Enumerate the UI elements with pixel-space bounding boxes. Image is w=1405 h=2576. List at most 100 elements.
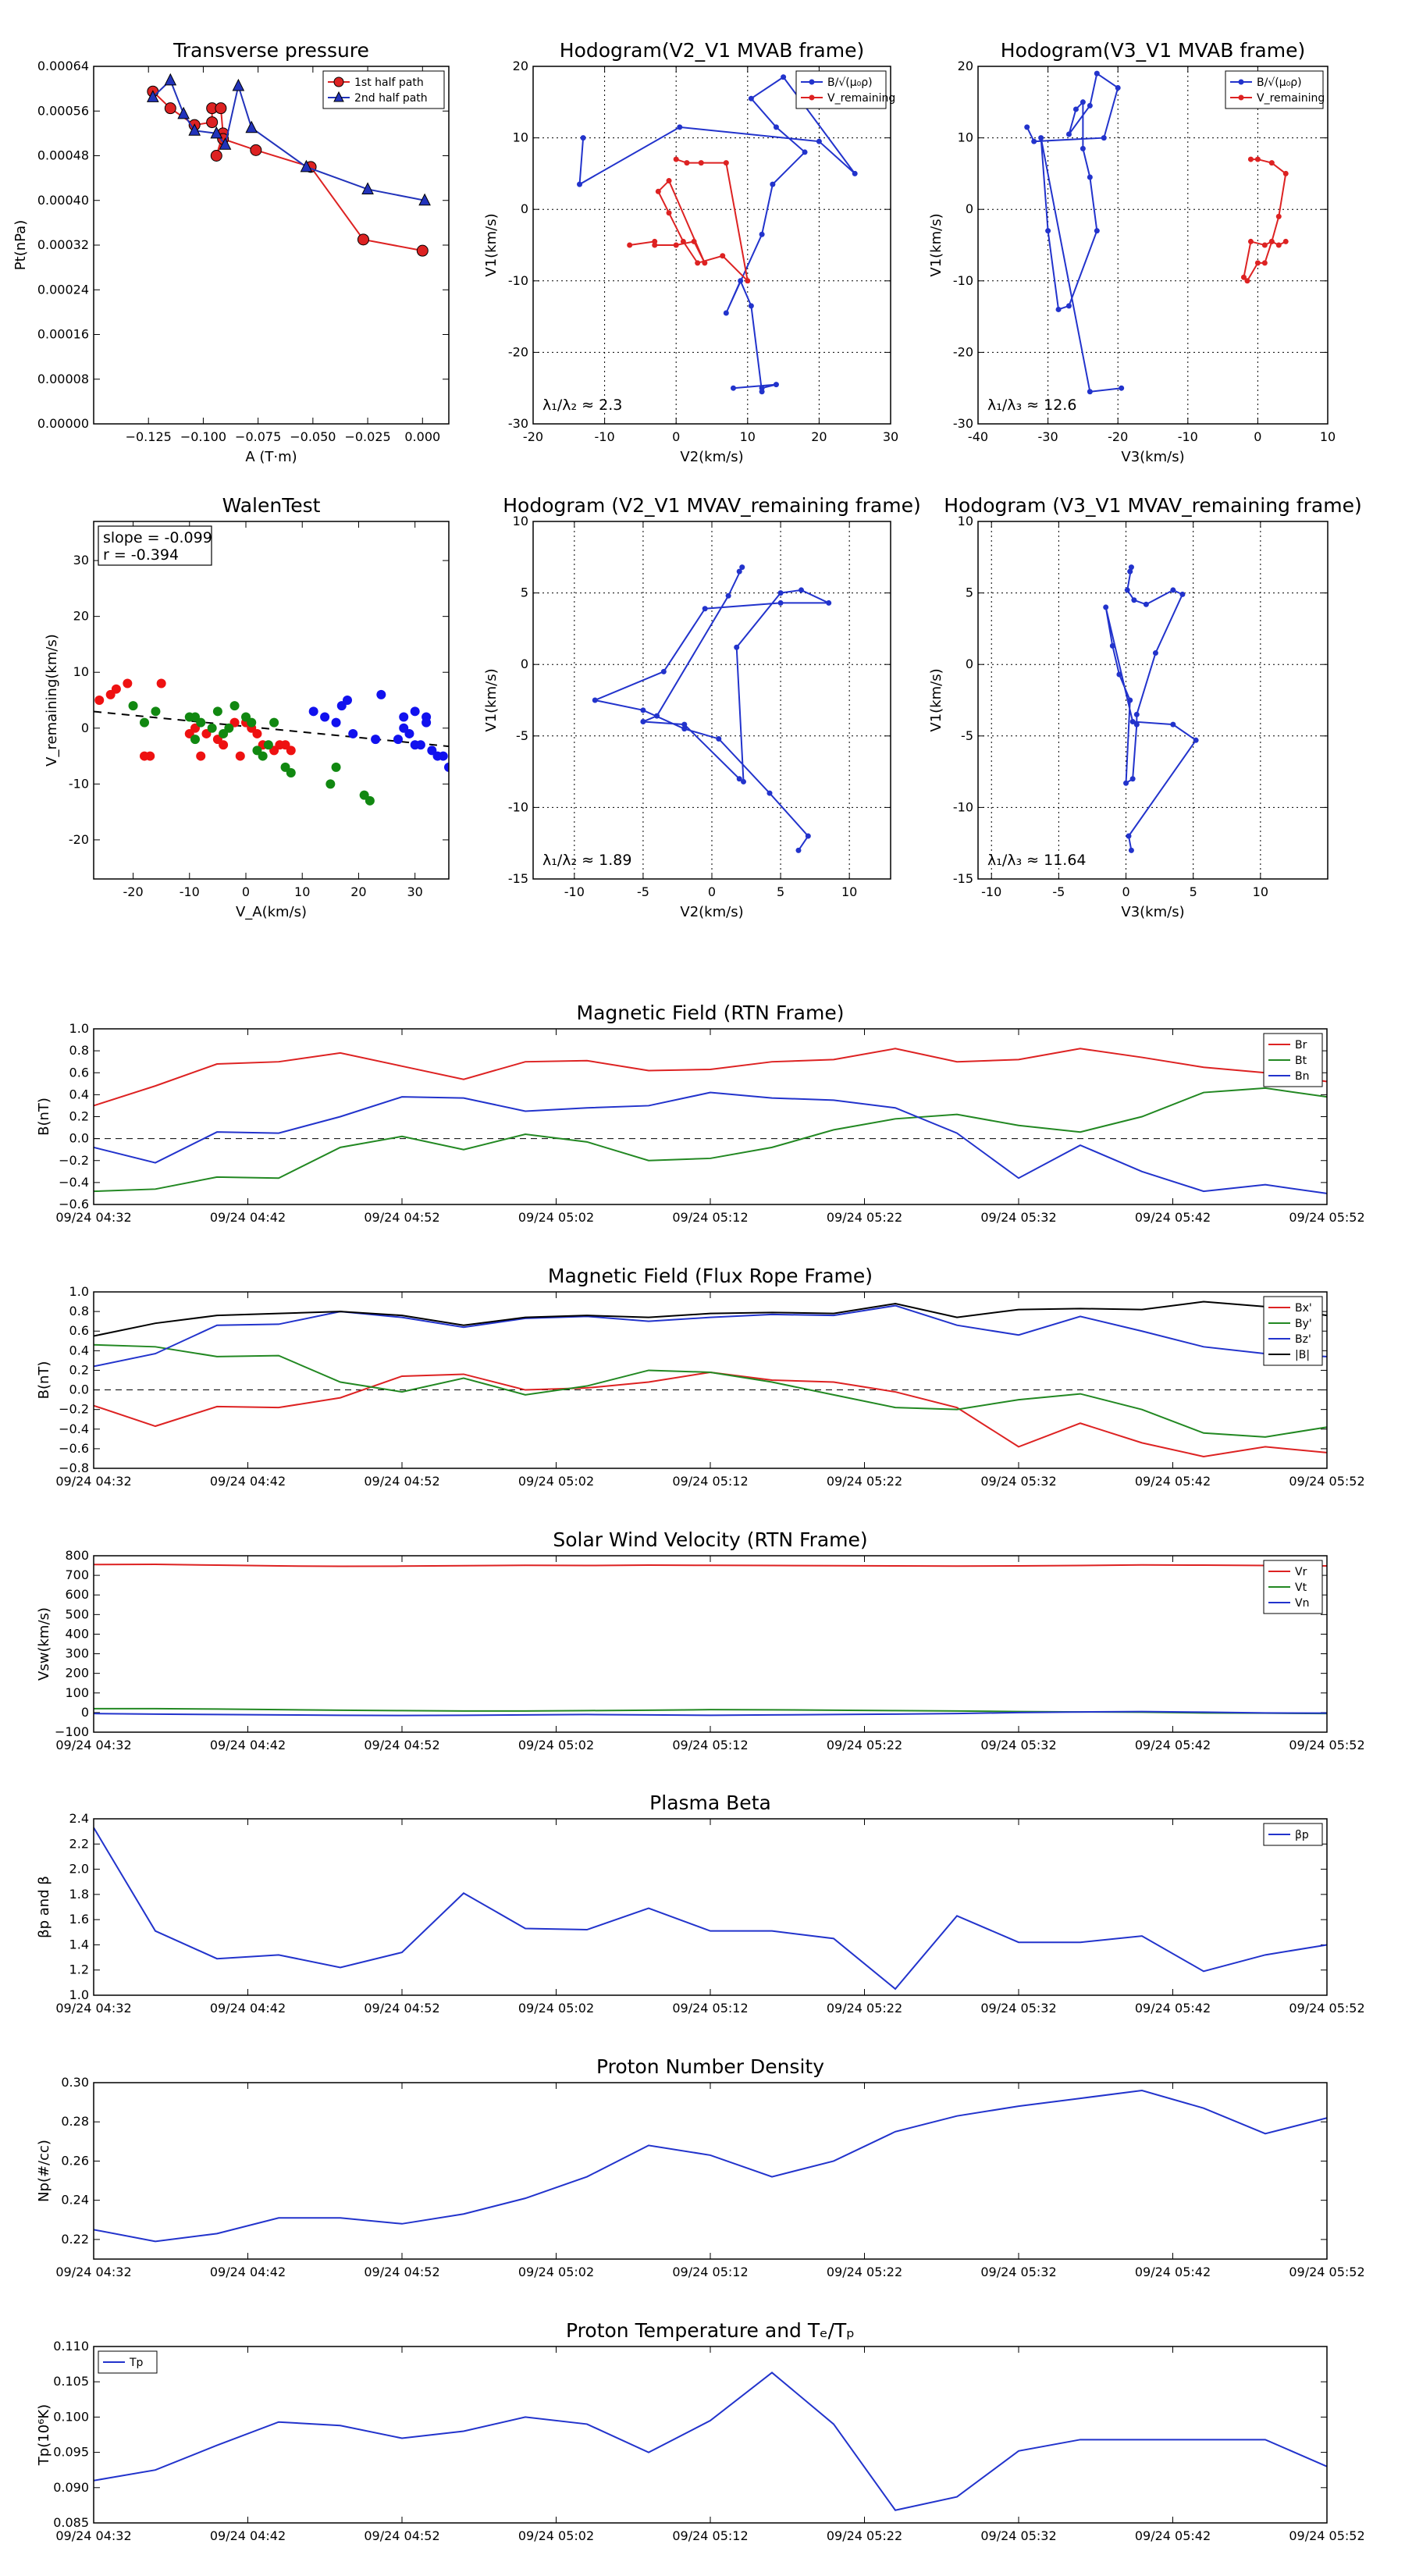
y-axis-label: Tp(10⁶K) <box>36 2404 52 2466</box>
y-tick-label: -15 <box>953 871 973 886</box>
x-tick-label: -5 <box>1052 884 1065 899</box>
chart-hodo2: Hodogram(V3_V1 MVAB frame)-40 -30 -20 -10 0 1… <box>928 39 1336 465</box>
x-tick-label: 09/24 04:42 <box>210 1738 286 1752</box>
data-point <box>777 600 784 606</box>
data-point <box>232 78 245 91</box>
legend: 1st half path 2nd half path <box>322 70 445 109</box>
series-line <box>94 2090 1327 2243</box>
x-tick-label: 09/24 04:52 <box>364 2528 439 2543</box>
ratio-annotation: λ₁/λ₂ ≈ 1.89 <box>542 852 631 869</box>
y-tick-label: −0.8 <box>59 1461 89 1475</box>
legend: Vr Vt Vn <box>1263 1560 1323 1614</box>
data-point <box>410 706 420 717</box>
data-point <box>422 717 432 728</box>
data-point <box>415 740 425 750</box>
y-tick-label: 0.085 <box>53 2515 89 2530</box>
chart-title: Proton Temperature and Tₑ/Tₚ <box>566 2319 855 2342</box>
data-point <box>777 590 784 596</box>
x-tick-label: 09/24 05:32 <box>980 1474 1056 1489</box>
y-tick-label: 1.2 <box>69 1962 89 1977</box>
x-tick-label: 09/24 05:42 <box>1135 2265 1211 2279</box>
y-tick-label: 1.6 <box>69 1912 89 1927</box>
data-point <box>723 310 729 316</box>
y-tick-label: 0.24 <box>61 2193 89 2208</box>
data-point <box>190 735 200 745</box>
y-tick-label: 1.0 <box>69 1021 89 1036</box>
series-b- <box>577 74 858 395</box>
y-tick-label: 1.0 <box>69 1284 89 1299</box>
chart-brtn: Magnetic Field (RTN Frame) 09/24 04:32 09/… <box>36 1002 1365 1225</box>
chart-title: Hodogram(V2_V1 MVAB frame) <box>560 39 864 62</box>
y-axis-label: V1(km/s) <box>483 213 500 276</box>
chart-bflux: Magnetic Field (Flux Rope Frame) 09/24 04… <box>36 1265 1365 1489</box>
data-point <box>207 723 217 733</box>
y-axis-label: Vsw(km/s) <box>36 1607 52 1681</box>
x-tick-label: −0.100 <box>180 429 226 444</box>
data-point <box>210 150 222 162</box>
series-line <box>94 1304 1327 1368</box>
chart-title: Plasma Beta <box>649 1791 771 1814</box>
y-tick-label: 0.28 <box>61 2114 89 2129</box>
data-point <box>1193 737 1199 743</box>
x-tick-label: 0 <box>672 429 680 444</box>
x-tick-label: 09/24 04:32 <box>55 1474 131 1489</box>
data-point <box>767 790 773 796</box>
x-tick-label: 0 <box>1122 884 1129 899</box>
legend-label: |B| <box>1295 1349 1310 1361</box>
data-point <box>247 717 257 728</box>
series-line <box>1026 72 1122 393</box>
x-tick-label: 09/24 05:32 <box>980 1738 1056 1752</box>
legend-label: Tp <box>129 2357 144 2369</box>
data-point <box>695 260 701 266</box>
x-tick-label: 09/24 05:22 <box>827 2528 902 2543</box>
data-point <box>1116 671 1122 678</box>
x-tick-label: 09/24 04:32 <box>55 2265 131 2279</box>
data-point <box>1126 833 1132 839</box>
y-axis-label: V1(km/s) <box>928 668 944 731</box>
x-tick-label: 5 <box>777 884 784 899</box>
y-tick-label: 10 <box>513 514 528 528</box>
data-point <box>1268 160 1275 166</box>
y-tick-label: −0.4 <box>59 1421 89 1436</box>
data-point <box>1282 170 1289 176</box>
series-2 <box>128 701 375 806</box>
x-axis-label: V3(km/s) <box>1121 449 1184 465</box>
y-tick-label: 5 <box>521 585 528 600</box>
data-point <box>212 706 222 717</box>
x-tick-label: 09/24 05:42 <box>1135 1474 1211 1489</box>
data-point <box>781 74 787 80</box>
data-point <box>1152 650 1158 656</box>
x-tick-label: 09/24 05:42 <box>1135 1738 1211 1752</box>
data-point <box>1275 213 1282 219</box>
y-tick-label: 0 <box>521 656 528 671</box>
series-bn <box>94 1091 1327 1194</box>
data-point <box>795 847 802 853</box>
data-point <box>399 723 409 733</box>
data-point <box>655 188 661 194</box>
data-point <box>640 707 646 713</box>
y-tick-label: −100 <box>55 1724 89 1739</box>
data-point <box>702 260 708 266</box>
plot-area <box>94 1048 1327 1194</box>
y-tick-label: 0.00024 <box>37 282 89 297</box>
y-tick-label: 0.00048 <box>37 148 89 163</box>
data-point <box>1031 138 1037 144</box>
series-line <box>94 1087 1327 1193</box>
x-tick-label: 09/24 05:52 <box>1289 1210 1364 1225</box>
y-tick-label: 10 <box>958 130 973 145</box>
series--p <box>94 1827 1327 1991</box>
stats-box <box>98 525 212 566</box>
y-tick-label: 600 <box>65 1587 89 1602</box>
y-tick-label: 0 <box>81 720 89 735</box>
legend-marker <box>1238 94 1244 101</box>
data-point <box>438 751 448 761</box>
data-point <box>361 182 374 194</box>
data-point <box>799 587 804 593</box>
y-tick-label: 1.4 <box>69 1937 89 1952</box>
x-tick-label: 09/24 04:32 <box>55 2528 131 2543</box>
data-point <box>738 278 744 284</box>
y-tick-label: −0.4 <box>59 1175 89 1190</box>
y-tick-label: -20 <box>508 344 528 359</box>
data-point <box>745 278 751 284</box>
data-point <box>1109 642 1115 649</box>
